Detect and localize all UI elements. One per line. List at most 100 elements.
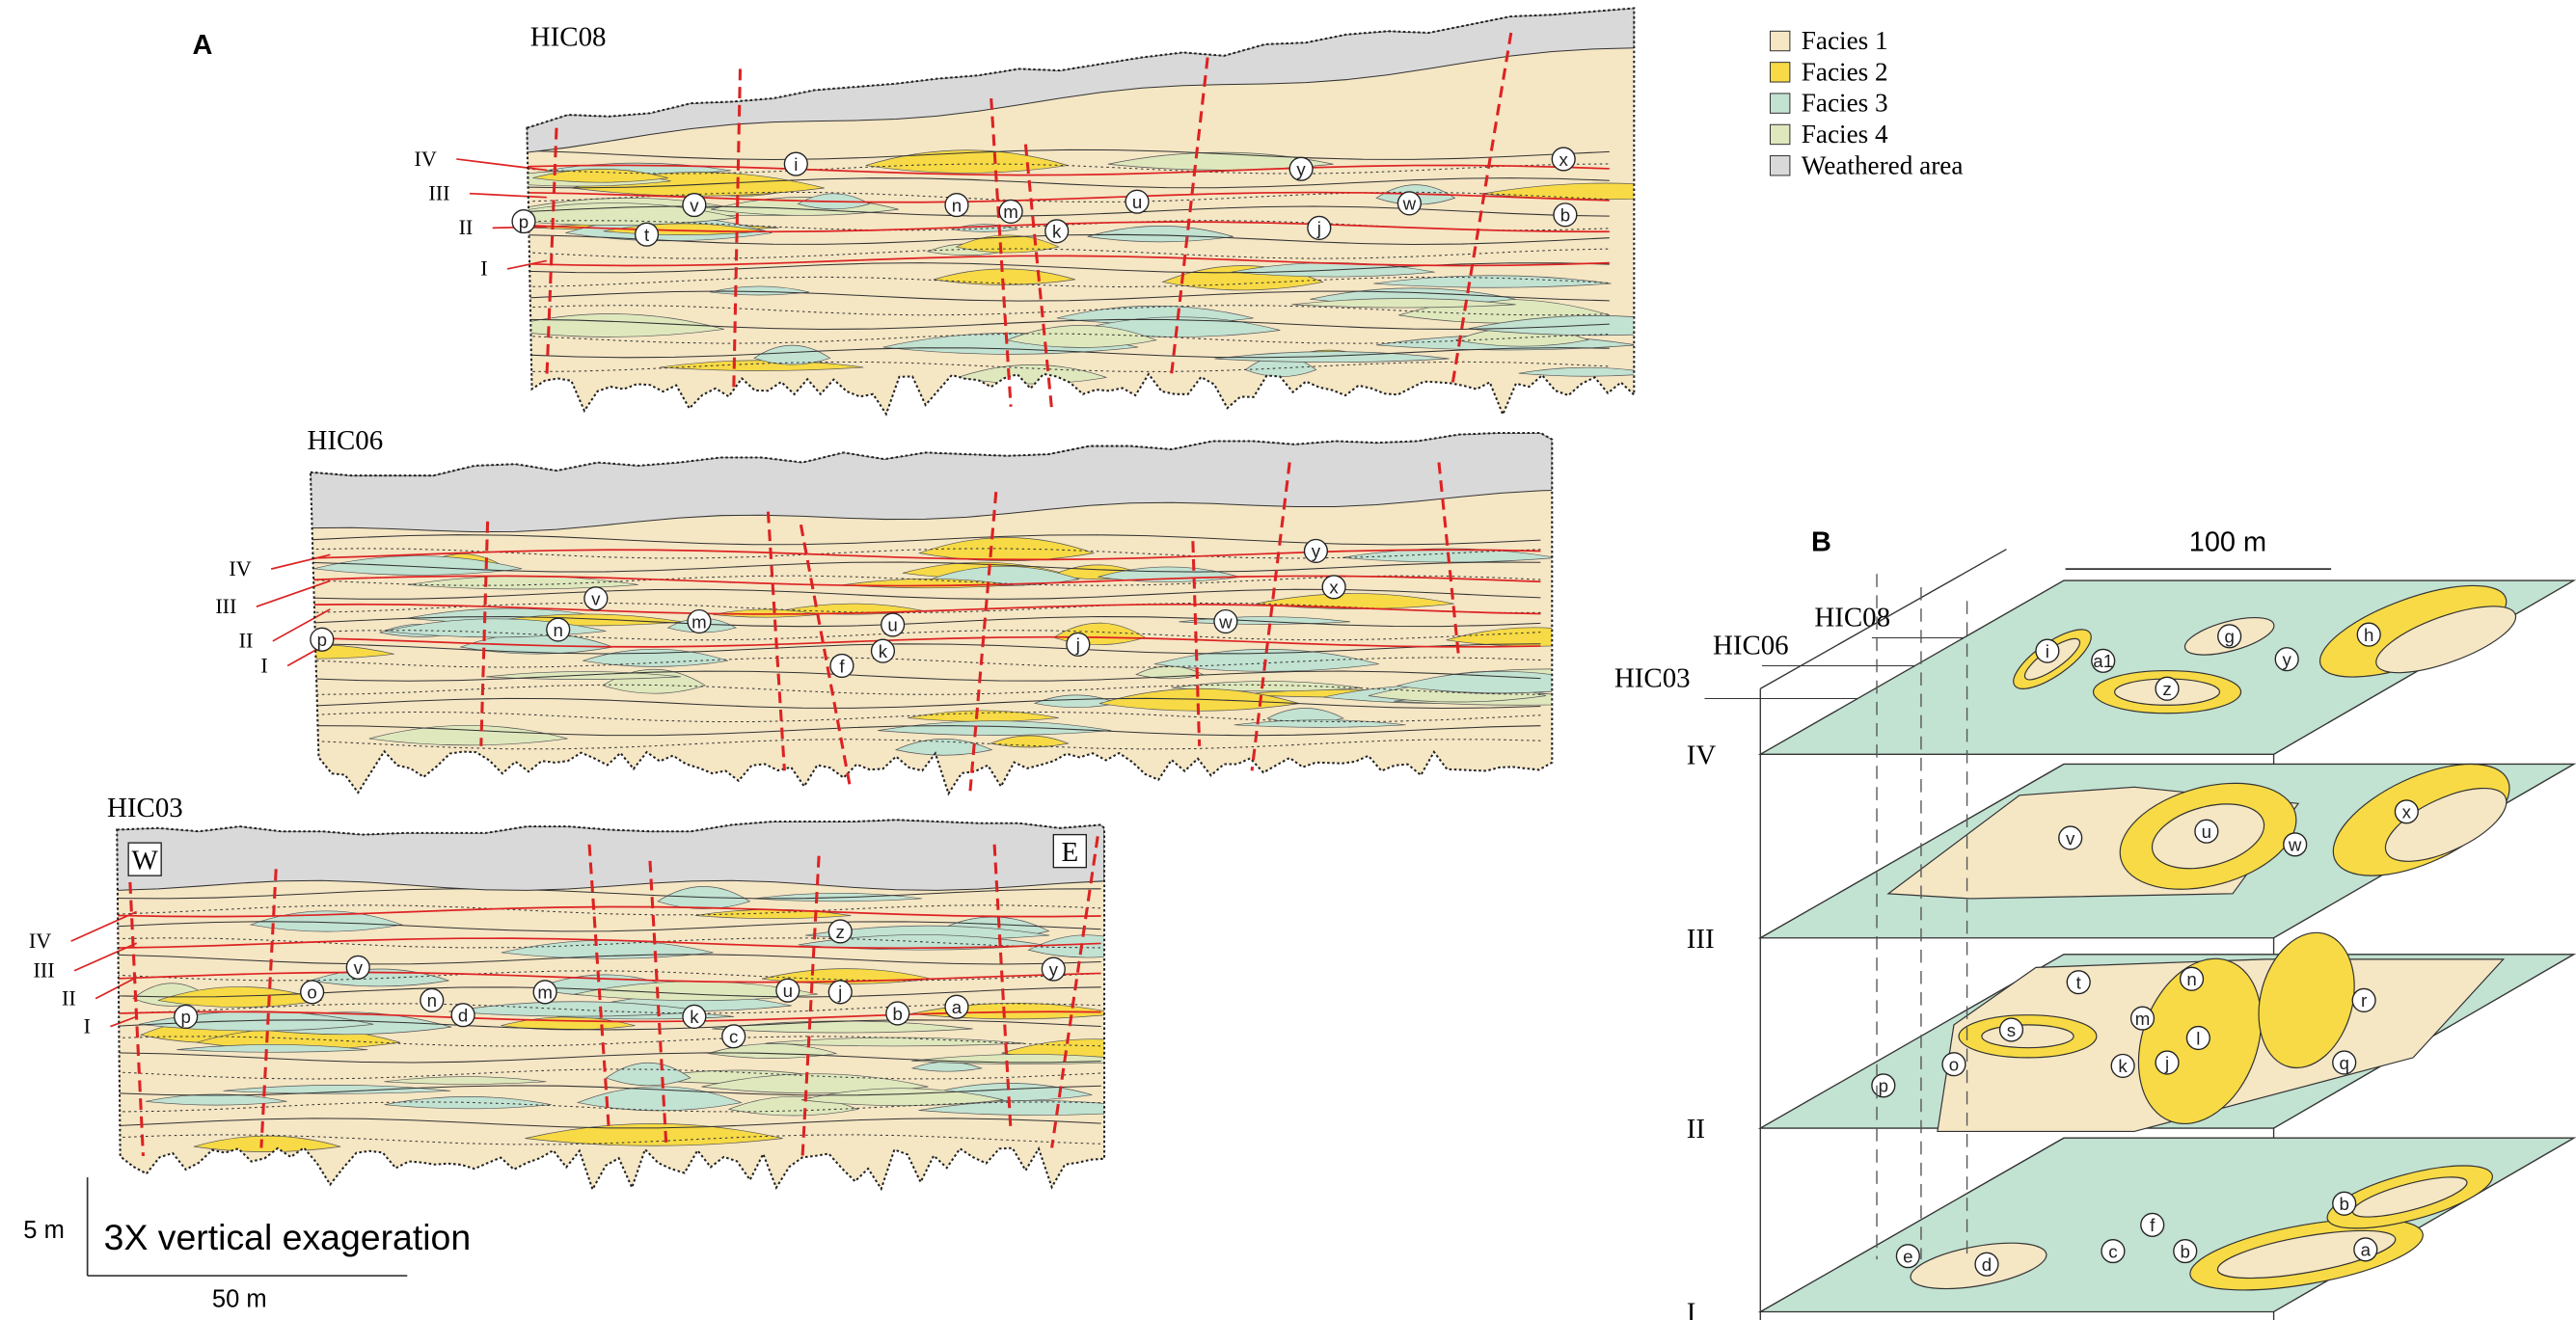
marker-label: g	[2224, 627, 2234, 647]
marker-label: y	[1049, 959, 1059, 980]
marker-label: c	[2108, 1241, 2117, 1261]
panel-label: A	[192, 30, 212, 61]
marker-label: i	[794, 154, 798, 175]
marker-label: a	[2361, 1240, 2372, 1260]
marker-label: p	[1879, 1076, 1888, 1096]
marker-label: w	[2288, 835, 2302, 855]
layer-surface	[1760, 1138, 2574, 1311]
marker-label: z	[2162, 679, 2171, 699]
marker-label: b	[893, 1004, 903, 1024]
marker-label: v	[591, 589, 601, 609]
unit-label: III	[215, 594, 236, 618]
marker-label: j	[837, 983, 842, 1003]
section-name: HIC06	[1713, 631, 1789, 661]
layer-label: IV	[1687, 740, 1717, 770]
unit-label: II	[239, 629, 254, 653]
marker-label: m	[537, 983, 553, 1003]
layer-label: II	[1687, 1114, 1705, 1145]
marker-label: y	[2283, 649, 2292, 669]
legend-swatch	[1770, 124, 1789, 144]
marker-label: y	[1312, 541, 1321, 561]
marker-label: o	[307, 983, 316, 1003]
legend-swatch	[1770, 94, 1789, 113]
marker-label: m	[1003, 202, 1018, 222]
marker-label: x	[2402, 802, 2412, 822]
legend-label: Facies 1	[1802, 26, 1888, 55]
scale-vertical-label: 5 m	[23, 1217, 65, 1244]
marker-label: b	[1560, 205, 1570, 226]
marker-label: j	[1316, 218, 1321, 238]
marker-label: p	[180, 1007, 190, 1027]
section-name: HIC03	[107, 793, 183, 823]
legend-swatch	[1770, 31, 1789, 50]
marker-label: u	[2202, 822, 2211, 842]
weathered-area	[117, 820, 1104, 890]
unit-label: III	[34, 958, 55, 983]
scale-label: 100 m	[2189, 526, 2266, 557]
unit-label: II	[459, 215, 474, 239]
unit-label: IV	[29, 929, 51, 953]
marker-label: k	[690, 1007, 699, 1027]
unit-label: III	[428, 180, 449, 204]
marker-label: h	[2364, 625, 2373, 645]
marker-label: k	[2118, 1056, 2128, 1076]
marker-label: b	[2181, 1241, 2190, 1261]
marker-label: o	[1949, 1055, 1959, 1075]
marker-label: j	[2164, 1053, 2169, 1073]
marker-label: i	[2046, 641, 2049, 661]
marker-label: p	[519, 211, 529, 231]
scale-horizontal-label: 50 m	[212, 1285, 267, 1312]
section-name: HIC08	[1814, 603, 1890, 633]
unit-label: II	[62, 985, 76, 1010]
unit-label: I	[260, 653, 267, 677]
marker-label: t	[644, 225, 650, 245]
legend-label: Facies 3	[1802, 89, 1888, 118]
marker-label: a1	[2093, 651, 2113, 671]
layer-label: III	[1687, 924, 1715, 955]
unit-label: I	[480, 256, 487, 281]
facies-body	[1982, 1025, 2074, 1048]
page: {"panel_a":{"label":"A","sections":[ {"n…	[0, 0, 2576, 1320]
marker-label: b	[2339, 1194, 2348, 1214]
section-name: HIC08	[530, 22, 607, 53]
legend-label: Weathered area	[1802, 150, 1964, 179]
marker-label: y	[1296, 159, 1306, 179]
marker-label: x	[1329, 578, 1339, 598]
layer-label: I	[1687, 1298, 1696, 1320]
marker-label: p	[317, 630, 327, 650]
marker-label: s	[2007, 1020, 2016, 1040]
section-name: HIC06	[308, 425, 384, 456]
marker-label: n	[952, 195, 962, 215]
legend-label: Facies 4	[1802, 120, 1888, 148]
marker-label: m	[691, 611, 707, 632]
marker-label: m	[2135, 1009, 2151, 1029]
marker-label: j	[1075, 634, 1080, 655]
marker-label: d	[458, 1005, 468, 1025]
marker-label: v	[690, 195, 699, 215]
marker-label: a	[952, 997, 963, 1017]
marker-label: f	[2150, 1215, 2156, 1235]
unit-label: IV	[229, 556, 251, 580]
marker-label: w	[1218, 611, 1233, 632]
marker-label: f	[839, 656, 845, 676]
end-label: W	[132, 845, 159, 876]
marker-label: k	[879, 641, 888, 661]
marker-label: d	[1982, 1254, 1992, 1275]
marker-label: q	[2339, 1053, 2348, 1073]
figure: AIVIIIIIIHIC08ivnmkuywxptjbIVIIIIIIHIC06…	[0, 0, 2576, 1320]
marker-label: n	[427, 990, 437, 1010]
marker-label: t	[2076, 972, 2082, 992]
marker-label: u	[1132, 192, 1142, 212]
marker-label: x	[1559, 149, 1569, 170]
section-name: HIC03	[1614, 663, 1691, 694]
legend-swatch	[1770, 156, 1789, 175]
marker-label: n	[554, 620, 563, 640]
legend-swatch	[1770, 63, 1789, 82]
end-label: E	[1061, 837, 1078, 868]
marker-label: k	[1052, 222, 1062, 242]
panel-label: B	[1811, 526, 1831, 557]
marker-label: r	[2361, 990, 2367, 1010]
marker-label: w	[1402, 194, 1417, 214]
marker-label: n	[2186, 969, 2196, 989]
marker-label: v	[2066, 828, 2075, 849]
